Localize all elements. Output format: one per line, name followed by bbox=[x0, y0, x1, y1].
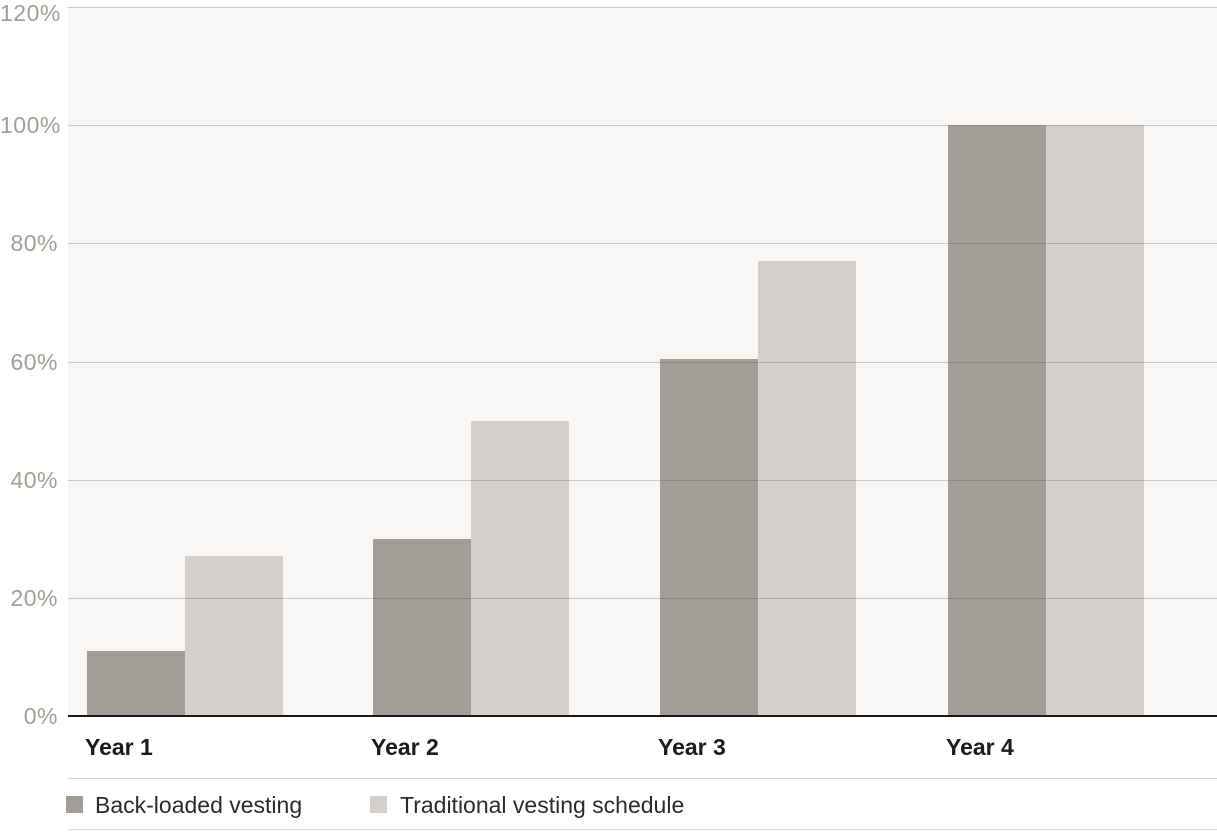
bar-year-4-series-0 bbox=[948, 125, 1046, 716]
x-tick-label-year-2: Year 2 bbox=[371, 734, 439, 760]
y-tick-label: 80% bbox=[10, 230, 58, 257]
bar-year-2-series-0 bbox=[373, 538, 471, 716]
legend-top-separator bbox=[68, 778, 1217, 779]
x-axis-line bbox=[68, 715, 1217, 717]
legend-swatch-traditional bbox=[370, 796, 387, 813]
bar-year-3-series-0 bbox=[660, 358, 758, 716]
y-tick-label: 100% bbox=[0, 112, 61, 139]
y-tick-label: 40% bbox=[10, 466, 58, 493]
legend-label-back-loaded: Back-loaded vesting bbox=[95, 792, 303, 818]
x-tick-label-year-1: Year 1 bbox=[85, 734, 153, 760]
bar-year-1-series-1 bbox=[185, 556, 283, 716]
x-tick-label-year-4: Year 4 bbox=[946, 734, 1014, 760]
y-tick-label: 60% bbox=[10, 348, 58, 375]
bottom-separator bbox=[68, 829, 1217, 830]
gridline-20 bbox=[68, 597, 1217, 599]
legend-label-traditional: Traditional vesting schedule bbox=[400, 792, 685, 818]
gridline-80 bbox=[68, 243, 1217, 245]
y-tick-label: 20% bbox=[10, 584, 58, 611]
y-tick-label: 0% bbox=[23, 703, 58, 729]
gridline-60 bbox=[68, 361, 1217, 363]
gridline-120 bbox=[68, 7, 1217, 8]
x-tick-label-year-3: Year 3 bbox=[658, 734, 726, 760]
bar-year-3-series-1 bbox=[758, 261, 856, 716]
bar-year-2-series-1 bbox=[471, 420, 569, 716]
bar-year-1-series-0 bbox=[87, 651, 185, 716]
y-tick-label: 120% bbox=[0, 0, 61, 26]
bar-year-4-series-1 bbox=[1046, 125, 1144, 716]
plot-area bbox=[68, 7, 1217, 716]
legend-swatch-back-loaded bbox=[66, 796, 83, 813]
gridline-100 bbox=[68, 125, 1217, 127]
gridline-40 bbox=[68, 479, 1217, 481]
